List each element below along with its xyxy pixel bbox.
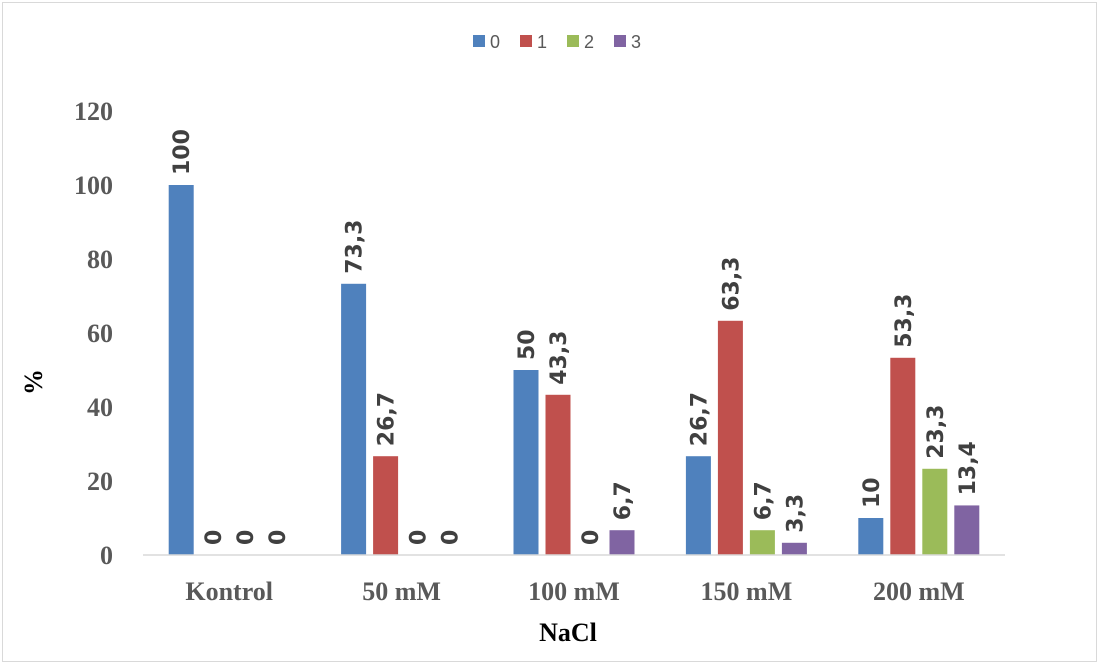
legend-swatch — [520, 35, 532, 47]
x-tick-label: 150 mM — [701, 577, 793, 606]
bar-series-3 — [954, 505, 980, 555]
y-tick-label: 0 — [100, 541, 113, 570]
bars — [168, 185, 980, 555]
data-label: 63,3 — [719, 257, 744, 311]
data-label: 50 — [515, 329, 540, 360]
x-tick-label: 100 mM — [528, 577, 620, 606]
data-label: 53,3 — [892, 294, 917, 348]
bar-series-1 — [717, 320, 743, 555]
y-tick-label: 80 — [87, 245, 113, 274]
data-label: 0 — [579, 530, 604, 545]
bar-series-0 — [858, 518, 884, 555]
data-label: 0 — [202, 530, 227, 545]
legend-swatch — [614, 35, 626, 47]
y-axis-title: % — [19, 369, 48, 395]
x-tick-label: Kontrol — [185, 577, 273, 606]
y-tick-label: 40 — [87, 393, 113, 422]
legend-swatch — [567, 35, 579, 47]
data-label: 3,3 — [783, 494, 808, 533]
data-label: 26,7 — [687, 392, 712, 446]
bar-series-0 — [168, 185, 194, 555]
data-label: 100 — [170, 129, 195, 175]
data-label: 73,3 — [343, 220, 368, 274]
bar-series-0 — [685, 456, 711, 555]
y-tick-label: 100 — [74, 171, 113, 200]
bar-series-1 — [545, 394, 571, 555]
data-label: 0 — [407, 530, 432, 545]
bar-series-2 — [922, 468, 948, 555]
bar-series-0 — [513, 370, 539, 555]
x-axis-title: NaCl — [539, 618, 597, 647]
legend-label: 2 — [584, 32, 594, 52]
legend-swatch — [473, 35, 485, 47]
y-axis: 0 20 40 60 80 100 120 — [74, 97, 113, 570]
data-label: 0 — [266, 530, 291, 545]
bar-series-2 — [749, 530, 775, 555]
data-label: 0 — [439, 530, 464, 545]
data-label: 6,7 — [611, 481, 636, 520]
y-tick-label: 120 — [74, 97, 113, 126]
bar-series-1 — [373, 456, 399, 555]
x-tick-label: 50 mM — [362, 577, 441, 606]
data-label: 13,4 — [956, 441, 981, 495]
data-label: 6,7 — [751, 481, 776, 520]
data-label: 0 — [234, 530, 259, 545]
data-label: 26,7 — [375, 392, 400, 446]
y-tick-label: 60 — [87, 319, 113, 348]
bar-series-0 — [341, 283, 367, 555]
x-axis: Kontrol 50 mM 100 mM 150 mM 200 mM — [185, 577, 964, 606]
bar-series-3 — [609, 530, 635, 555]
data-label: 23,3 — [924, 405, 949, 459]
bar-series-1 — [890, 357, 916, 555]
legend-label: 0 — [490, 32, 500, 52]
y-tick-label: 20 — [87, 467, 113, 496]
data-label: 43,3 — [547, 331, 572, 385]
legend-label: 1 — [537, 32, 547, 52]
bar-series-3 — [781, 542, 807, 555]
legend: 0 1 2 3 — [473, 32, 641, 52]
data-label: 10 — [860, 477, 885, 508]
x-tick-label: 200 mM — [873, 577, 965, 606]
legend-label: 3 — [631, 32, 641, 52]
